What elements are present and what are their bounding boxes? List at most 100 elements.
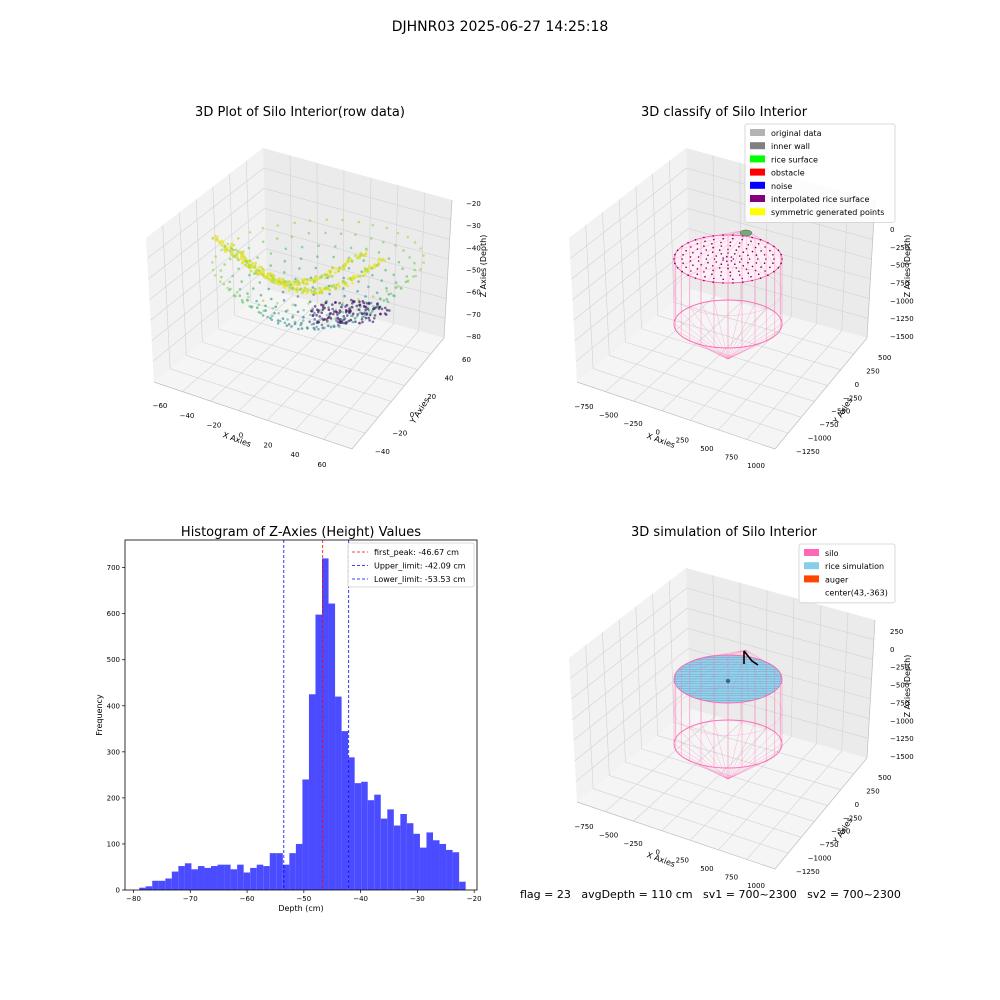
rice-surface-point (764, 246, 766, 248)
legend-label: obstacle (771, 169, 805, 178)
scatter-point (320, 323, 324, 327)
rice-surface-point (711, 251, 714, 253)
rice-surface-point (738, 245, 740, 248)
rice-surface-point (712, 281, 714, 283)
rice-surface-point (705, 249, 707, 251)
scatter-point (249, 264, 253, 267)
histogram-bar (224, 864, 231, 890)
grid-line (571, 608, 688, 700)
classify-x-tick-label: −750 (574, 403, 593, 411)
scatter-point (290, 325, 293, 328)
scatter-point (281, 317, 285, 320)
scatter-point (243, 259, 247, 263)
scatter-point (256, 256, 259, 259)
scatter-point (316, 255, 319, 258)
axes-floor-pane (577, 709, 867, 869)
silo-cone-line (727, 344, 756, 360)
raw-x-tick-label: 40 (291, 451, 300, 459)
grid-line (841, 612, 849, 752)
simulation-z-tick-label: −1250 (890, 735, 914, 743)
raw-z-axis-label: Z Axies (Depth) (479, 235, 488, 298)
grid-line (573, 228, 689, 321)
classify-x-tick-label: 500 (700, 445, 713, 453)
scatter-point (221, 241, 225, 244)
silo-mid-ring (673, 687, 783, 736)
histogram-bar (256, 864, 264, 890)
rice-surface-point (742, 265, 745, 267)
scatter-point (244, 257, 248, 261)
silo-roof-line (689, 649, 747, 663)
scatter-point (419, 268, 422, 271)
scatter-point (383, 312, 387, 315)
scatter-point (211, 236, 215, 240)
scatter-point (367, 285, 370, 289)
scatter-point (219, 280, 222, 284)
silo-roof-line (745, 229, 783, 260)
grid-line (668, 160, 675, 303)
rice-surface-point (681, 270, 683, 273)
scatter-point (362, 305, 366, 308)
histogram-bar (452, 852, 460, 890)
rice-surface-point (756, 258, 759, 260)
silo-cone-line (675, 317, 729, 360)
grid-line (234, 315, 418, 371)
classify-y-tick-label: 0 (855, 381, 859, 389)
scatter-point (311, 314, 315, 317)
scatter-point (350, 298, 353, 302)
grid-line (151, 248, 267, 342)
scatter-point (348, 307, 351, 311)
scatter-point (385, 308, 389, 312)
scatter-point (248, 273, 251, 277)
scatter-point (315, 278, 319, 281)
scatter-point (219, 241, 222, 245)
scatter-point (261, 314, 265, 317)
scatter-point (342, 318, 346, 321)
scatter-point (334, 301, 337, 304)
rice-surface-point (720, 241, 722, 244)
scatter-point (211, 268, 215, 272)
scatter-point (261, 299, 265, 303)
scatter-point (340, 305, 343, 309)
scatter-point (234, 248, 238, 252)
scatter-point (343, 281, 347, 284)
silo-cone-line (713, 300, 729, 360)
simulation-legend: silo rice simulation auger center(43,-363) (798, 543, 896, 604)
y-tick-label: 0 (116, 887, 120, 895)
scatter-point (302, 308, 306, 312)
scatter-point (292, 283, 296, 287)
histogram-bar (269, 853, 277, 890)
scatter-point (313, 305, 317, 308)
histogram-y-axis-label: Frequency (95, 694, 104, 736)
grid-line (609, 775, 802, 838)
silo-cone-line (681, 731, 729, 780)
scatter-point (361, 312, 364, 316)
grid-line (146, 167, 264, 259)
scatter-point (399, 287, 403, 290)
legend-label: auger (825, 575, 849, 584)
silo-roof-line (745, 229, 779, 269)
rice-surface-point (747, 272, 750, 275)
y-tick-label: 100 (107, 840, 120, 848)
histogram-bar (165, 878, 172, 890)
grid-line (323, 330, 419, 440)
legend-label: interpolated rice surface (771, 195, 869, 204)
rice-surface-point (703, 279, 705, 282)
scatter-point (324, 231, 327, 235)
rice-surface-point (682, 254, 684, 256)
rice-surface-point (690, 270, 692, 272)
scatter-point (300, 245, 304, 249)
axes-floor-pane (154, 289, 444, 449)
silo-cone-line (727, 311, 775, 360)
simulation-y-tick-label: −750 (819, 841, 838, 849)
grid-line (652, 173, 659, 316)
scatter-point (295, 283, 299, 286)
scatter-point (300, 278, 304, 282)
scatter-point (338, 321, 342, 325)
scatter-point (342, 276, 346, 280)
silo-mid-ring (673, 267, 783, 316)
silo-bottom-ring (673, 299, 783, 349)
scatter-point (378, 257, 381, 261)
legend-label: Upper_limit: -42.09 cm (374, 562, 466, 571)
rice-surface-point (722, 278, 724, 281)
scatter-point (251, 262, 255, 265)
